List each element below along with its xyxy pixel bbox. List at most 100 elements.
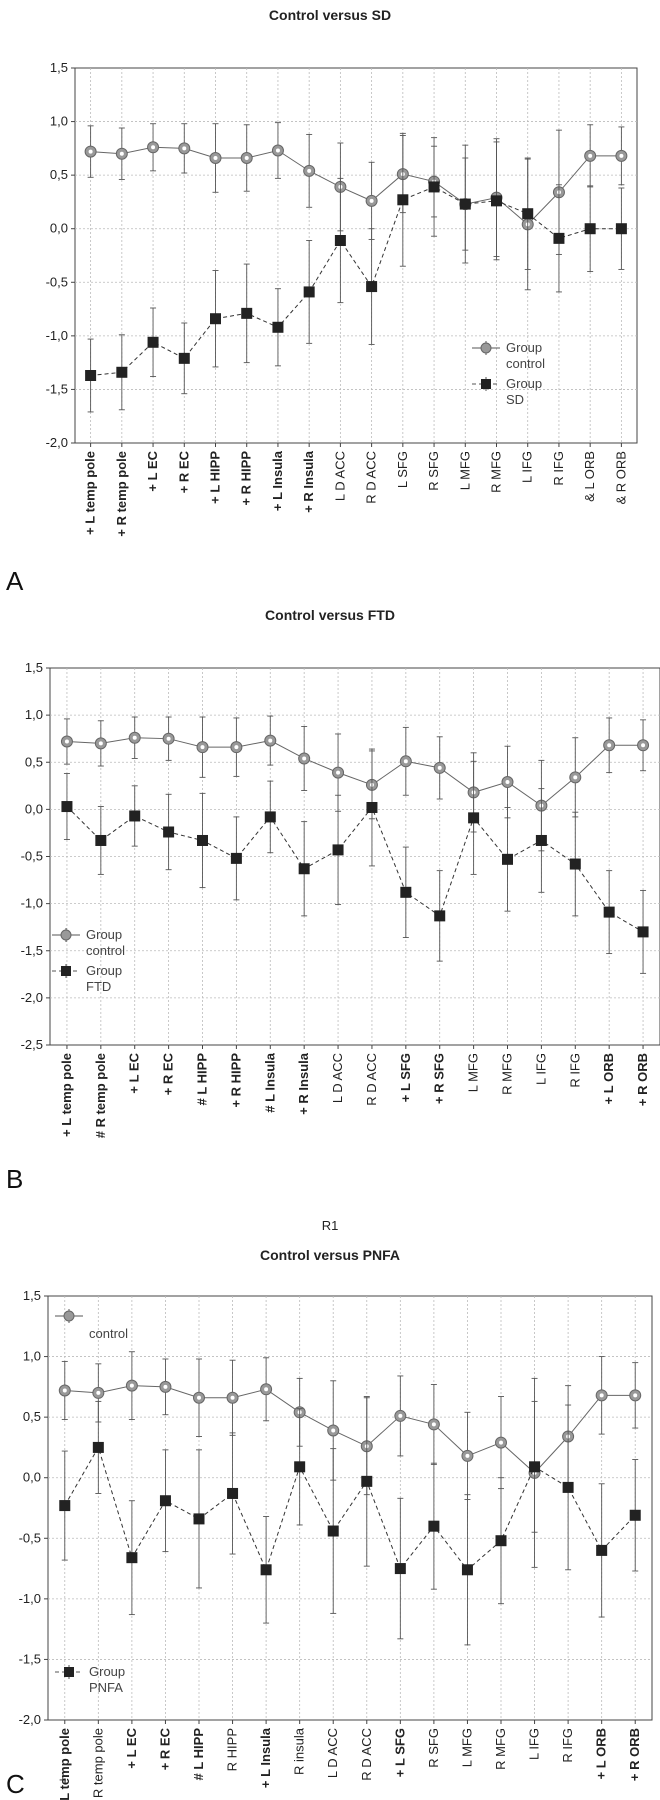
- y-tick-label: -2,0: [21, 990, 43, 1005]
- data-point-patient: [197, 834, 208, 846]
- data-point-patient: [637, 926, 649, 938]
- y-tick-label: 0,0: [23, 1470, 41, 1485]
- legend-label: Group: [89, 1664, 125, 1679]
- data-point-patient: [260, 1564, 272, 1576]
- data-point-control-center: [64, 739, 69, 744]
- data-point-control-center: [129, 1383, 134, 1388]
- category-label: # L HIPP: [191, 1728, 206, 1781]
- data-point-patient: [529, 1461, 541, 1473]
- data-point-control-center: [505, 780, 510, 785]
- legend-label: control: [89, 1326, 128, 1341]
- chart-title: Control versus PNFA: [260, 1247, 400, 1263]
- data-point-control-center: [230, 1395, 235, 1400]
- category-label: & R ORB: [613, 451, 628, 504]
- y-tick-label: 1,5: [50, 60, 68, 75]
- data-point-patient: [193, 1513, 205, 1525]
- category-label: L IFG: [527, 1728, 542, 1760]
- y-tick-label: 1,0: [50, 114, 68, 129]
- category-label: # R temp pole: [93, 1053, 108, 1138]
- data-point-control-center: [62, 1388, 67, 1393]
- data-point-patient: [332, 844, 344, 856]
- plot-frame: [74, 67, 638, 444]
- category-label: + L Insula: [258, 1727, 273, 1788]
- data-point-patient: [147, 336, 159, 348]
- category-label: + R Insula: [296, 1052, 311, 1115]
- category-label: + L SFG: [392, 1728, 407, 1777]
- data-point-control-center: [607, 743, 612, 748]
- category-label: R D ACC: [359, 1728, 374, 1781]
- category-label: L SFG: [395, 451, 410, 488]
- category-label: + L EC: [124, 1727, 139, 1768]
- data-point-control-center: [465, 1453, 470, 1458]
- legend-marker-patient: [61, 966, 71, 976]
- data-point-control-center: [88, 149, 93, 154]
- y-tick-label: -2,5: [21, 1037, 43, 1052]
- series-line-control: [64, 1385, 636, 1474]
- category-label: + R Insula: [301, 450, 316, 513]
- y-tick-label: 1,0: [25, 707, 43, 722]
- data-point-patient: [210, 313, 221, 325]
- data-point-patient: [596, 1544, 608, 1556]
- data-point-patient: [400, 886, 412, 898]
- data-point-control-center: [275, 148, 280, 153]
- category-label: L IFG: [533, 1053, 548, 1085]
- data-point-control-center: [437, 765, 442, 770]
- plot-frame: [47, 1295, 653, 1721]
- data-point-patient: [629, 1509, 641, 1521]
- data-point-patient: [272, 321, 284, 333]
- data-point-control-center: [403, 759, 408, 764]
- legend-marker-patient: [64, 1667, 74, 1677]
- data-point-patient: [468, 812, 480, 824]
- panel-letter: C: [6, 1769, 25, 1799]
- data-point-patient: [397, 194, 409, 206]
- chart-panel-B: Control versus FTD 1,5 1,0 0,5 0,0 -0,5 -1,0 -1…: [6, 607, 660, 1233]
- legend-marker-control: [63, 1310, 75, 1322]
- category-label: L MFG: [466, 1053, 481, 1092]
- y-tick-label: 1,5: [23, 1288, 41, 1303]
- data-point-patient: [61, 801, 73, 813]
- category-label: R MFG: [500, 1053, 515, 1095]
- legend-marker-patient: [481, 379, 491, 389]
- category-label: L IFG: [520, 451, 535, 483]
- y-tick-label: 0,0: [50, 221, 68, 236]
- data-point-control-center: [132, 735, 137, 740]
- data-point-control-center: [431, 1422, 436, 1427]
- data-point-control-center: [163, 1384, 168, 1389]
- category-label: R MFG: [489, 451, 504, 493]
- data-point-patient: [241, 307, 253, 319]
- data-point-patient: [522, 208, 534, 220]
- chart-title: Control versus FTD: [265, 607, 395, 623]
- data-point-control-center: [336, 770, 341, 775]
- data-point-patient: [178, 352, 190, 364]
- data-point-patient: [264, 811, 276, 823]
- y-tick-label: -2,0: [19, 1712, 41, 1727]
- category-label: R SFG: [426, 451, 441, 491]
- data-point-patient: [85, 370, 97, 381]
- data-point-control-center: [119, 151, 124, 156]
- category-label: R D ACC: [364, 451, 379, 504]
- data-point-control-center: [197, 1395, 201, 1400]
- category-label: + L EC: [127, 1052, 142, 1093]
- chart-panel-A: Control versus SD 1,5 1,0 0,5 0,0 -0,5 -1,0 -1,…: [6, 7, 638, 596]
- data-point-control-center: [573, 775, 578, 780]
- category-label: + R temp pole: [114, 451, 129, 537]
- category-label: + L HIPP: [208, 451, 223, 504]
- data-point-control-center: [369, 198, 374, 203]
- panel-letter: B: [6, 1164, 23, 1194]
- data-point-patient: [129, 810, 141, 822]
- category-label: R HIPP: [225, 1728, 240, 1771]
- data-point-control-center: [588, 153, 593, 158]
- data-point-patient: [159, 1495, 171, 1507]
- y-tick-label: 0,5: [25, 754, 43, 769]
- category-extra-label: +: [59, 1772, 67, 1787]
- data-point-patient: [230, 852, 242, 864]
- data-point-control-center: [633, 1393, 638, 1398]
- category-label: + R EC: [157, 1727, 172, 1770]
- y-tick-label: -1,0: [21, 896, 43, 911]
- legend-label: Group: [506, 340, 542, 355]
- data-point-control-center: [264, 1387, 269, 1392]
- data-point-control-center: [213, 156, 218, 160]
- series-line-patient: [66, 806, 644, 933]
- category-label: + R ORB: [627, 1728, 642, 1781]
